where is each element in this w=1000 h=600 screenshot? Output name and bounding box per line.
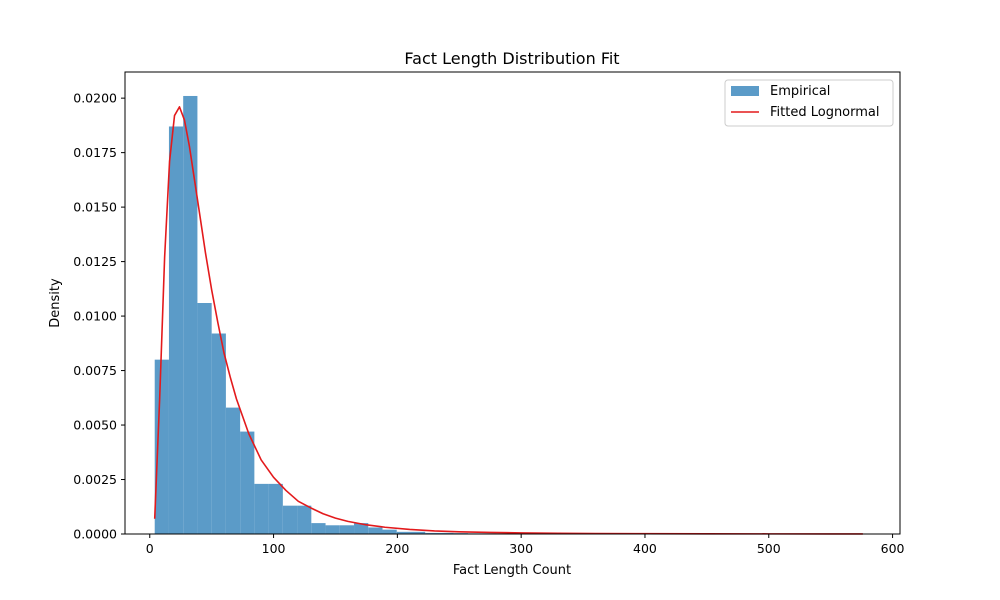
legend-label-fitted: Fitted Lognormal (770, 105, 880, 120)
histogram-bar-16 (382, 529, 397, 534)
histogram-bar-3 (197, 303, 212, 534)
x-axis-ticks: 0 100 200 300 400 500 600 (146, 534, 905, 556)
histogram-bar-18 (410, 531, 426, 534)
x-tick-label-3: 300 (509, 541, 533, 556)
histogram-bar-15 (368, 527, 383, 534)
y-tick-label-1: 0.0025 (73, 472, 117, 487)
histogram-bar-8 (268, 483, 283, 534)
histogram-bar-6 (240, 431, 255, 534)
x-tick-label-5: 500 (757, 541, 781, 556)
legend-box (724, 79, 894, 127)
y-tick-label-5: 0.0125 (73, 254, 117, 269)
x-tick-label-4: 400 (633, 541, 657, 556)
histogram-bar-5 (225, 407, 241, 534)
y-tick-label-2: 0.0050 (73, 418, 117, 433)
histogram-bar-13 (339, 525, 355, 534)
histogram-bar-0 (154, 359, 169, 534)
x-tick-label-1: 100 (262, 541, 286, 556)
histogram-bar-1 (168, 126, 184, 534)
histogram-bar-2 (183, 95, 198, 535)
y-tick-label-6: 0.0150 (73, 200, 117, 215)
fitted-lognormal-line (153, 106, 863, 535)
x-tick-label-2: 200 (385, 541, 409, 556)
fitted-curve (153, 106, 863, 535)
histogram-bar-7 (254, 483, 269, 534)
legend: Empirical Fitted Lognormal (724, 79, 894, 127)
y-tick-label-4: 0.0100 (73, 309, 117, 324)
y-tick-label-8: 0.0200 (73, 91, 117, 106)
histogram-bar-12 (325, 525, 340, 534)
x-tick-label-6: 600 (881, 541, 905, 556)
histogram-bar-14 (354, 523, 369, 534)
y-tick-label-0: 0.0000 (73, 527, 117, 542)
y-axis-label: Density (48, 278, 63, 328)
chart-title: Fact Length Distribution Fit (404, 49, 619, 68)
histogram-bar-9 (282, 505, 298, 534)
histogram-bar-17 (396, 531, 411, 534)
histogram-bars (154, 95, 867, 535)
histogram-bar-10 (297, 505, 312, 534)
x-axis-label: Fact Length Count (453, 563, 571, 578)
x-tick-label-0: 0 (146, 541, 154, 556)
legend-label-empirical: Empirical (770, 84, 830, 99)
histogram-bar-19 (425, 532, 440, 534)
y-axis-ticks: 0.0000 0.0025 0.0050 0.0075 0.0100 0.0125 0.01… (73, 91, 125, 542)
plot-frame (124, 71, 901, 535)
histogram-bar-4 (211, 333, 226, 534)
y-tick-label-7: 0.0175 (73, 145, 117, 160)
legend-swatch-empirical (731, 86, 759, 96)
histogram-bar-20 (439, 532, 454, 534)
histogram-bar-11 (311, 523, 326, 534)
y-tick-label-3: 0.0075 (73, 363, 117, 378)
